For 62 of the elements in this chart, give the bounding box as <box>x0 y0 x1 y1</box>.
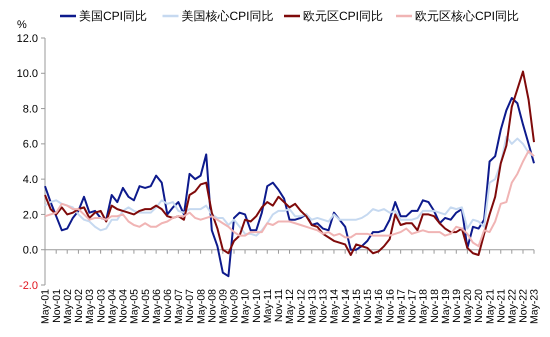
x-tick-label: Nov-22 <box>518 288 530 323</box>
legend-label: 美国核心CPI同比 <box>182 9 274 24</box>
x-tick-label: Nov-11 <box>273 288 286 322</box>
x-tick-label: Nov-12 <box>295 288 308 323</box>
y-tick-label: 6.0 <box>22 138 38 151</box>
x-tick-label: Nov-06 <box>162 288 174 323</box>
line-series <box>44 150 535 248</box>
x-tick-label: May-14 <box>328 288 341 324</box>
y-axis-title: % <box>17 19 27 31</box>
x-tick-label: May-18 <box>418 288 430 324</box>
x-tick-label: Nov-20 <box>473 288 486 323</box>
x-tick-label: Nov-19 <box>450 288 463 323</box>
x-tick-label: May-09 <box>218 288 230 324</box>
x-tick-label: May-17 <box>395 288 408 324</box>
x-tick-label: May-21 <box>484 288 496 324</box>
x-tick-label: Nov-03 <box>95 288 108 323</box>
y-tick-label: 12.0 <box>16 32 38 45</box>
y-tick-label: 8.0 <box>22 103 38 116</box>
y-tick-label: 2.0 <box>22 209 38 222</box>
line-series <box>44 136 535 237</box>
x-tick-label: May-08 <box>195 288 208 324</box>
line-series <box>44 70 535 256</box>
x-tick-label: Nov-04 <box>118 288 130 323</box>
y-tick-label: 10.0 <box>16 68 38 80</box>
x-tick-label: May-07 <box>173 288 186 324</box>
x-tick-label: May-19 <box>440 288 452 324</box>
x-tick-label: Nov-16 <box>384 288 396 323</box>
x-tick-label: Nov-17 <box>406 288 419 323</box>
x-tick-label: May-22 <box>506 288 518 324</box>
line-series <box>44 96 535 278</box>
x-tick-label: May-20 <box>462 288 474 324</box>
y-tick-label: 0.0 <box>22 244 38 257</box>
y-tick-label: 4.0 <box>22 174 38 186</box>
x-tick-label: May-03 <box>84 288 96 324</box>
y-tick-label: -2.0 <box>19 280 38 292</box>
x-tick-label: May-13 <box>306 288 318 324</box>
legend-label: 欧元区CPI同比 <box>303 9 384 24</box>
x-tick-label: Nov-13 <box>318 288 330 323</box>
x-tick-label: May-10 <box>240 288 252 324</box>
x-tick-label: May-02 <box>62 288 74 324</box>
legend-label: 欧元区核心CPI同比 <box>415 9 520 24</box>
x-tick-label: May-01 <box>40 288 52 324</box>
x-tick-label: Nov-18 <box>428 288 441 323</box>
x-tick-label: May-12 <box>284 288 296 324</box>
x-tick-label: Nov-14 <box>340 288 352 323</box>
x-tick-label: May-05 <box>128 288 141 324</box>
x-tick-label: Nov-15 <box>362 288 374 323</box>
x-tick-label: May-04 <box>106 288 118 324</box>
x-tick-label: Nov-09 <box>228 288 241 323</box>
x-tick-label: May-16 <box>373 288 386 324</box>
x-tick-label: May-15 <box>350 288 363 324</box>
x-tick-label: Nov-07 <box>184 288 196 323</box>
x-tick-label: May-23 <box>528 288 541 324</box>
x-tick-label: Nov-08 <box>206 288 218 323</box>
legend-label: 美国CPI同比 <box>79 9 148 24</box>
x-tick-label: Nov-01 <box>50 288 63 323</box>
x-tick-label: Nov-05 <box>140 288 152 323</box>
x-tick-label: Nov-02 <box>73 288 86 323</box>
x-tick-label: Nov-21 <box>495 288 508 323</box>
x-tick-label: May-06 <box>150 288 163 324</box>
x-tick-label: Nov-10 <box>250 288 263 323</box>
x-tick-label: May-11 <box>262 288 274 324</box>
